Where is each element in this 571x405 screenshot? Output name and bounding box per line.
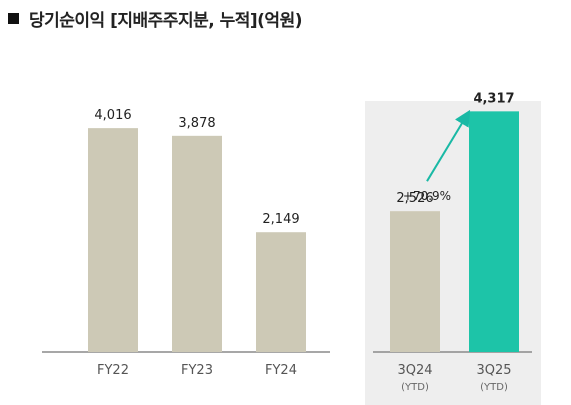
tick-label-fy24: FY24	[265, 363, 297, 378]
data-label-fy23: 3,878	[178, 116, 215, 131]
title-bullet-icon	[8, 13, 19, 24]
growth-annotation: +70.9%	[403, 189, 451, 203]
growth-arrow	[426, 109, 471, 182]
bar-fy23	[172, 135, 222, 352]
bar-3q25	[469, 111, 519, 352]
chart-title: 당기순이익 [지배주주지분, 누적](억원)	[29, 11, 302, 31]
tick-label-3q24: 3Q24	[397, 363, 432, 378]
data-label-3q25: 4,317	[473, 91, 514, 106]
tick-label-3q25: 3Q25	[476, 363, 511, 378]
data-label-fy22: 4,016	[94, 108, 131, 123]
tick-label-fy22: FY22	[97, 363, 129, 378]
tick-sublabel-3q25: (YTD)	[480, 382, 508, 393]
data-label-3q24: 2,526	[396, 191, 433, 206]
bar-fy24	[256, 232, 306, 352]
tick-sublabel-3q24: (YTD)	[401, 382, 429, 393]
chart-title-row: 당기순이익 [지배주주지분, 누적](억원)	[8, 6, 302, 31]
data-label-fy24: 2,149	[262, 212, 299, 227]
tick-label-fy23: FY23	[181, 363, 213, 378]
bar-fy22	[88, 128, 138, 352]
bar-3q24	[390, 211, 440, 352]
